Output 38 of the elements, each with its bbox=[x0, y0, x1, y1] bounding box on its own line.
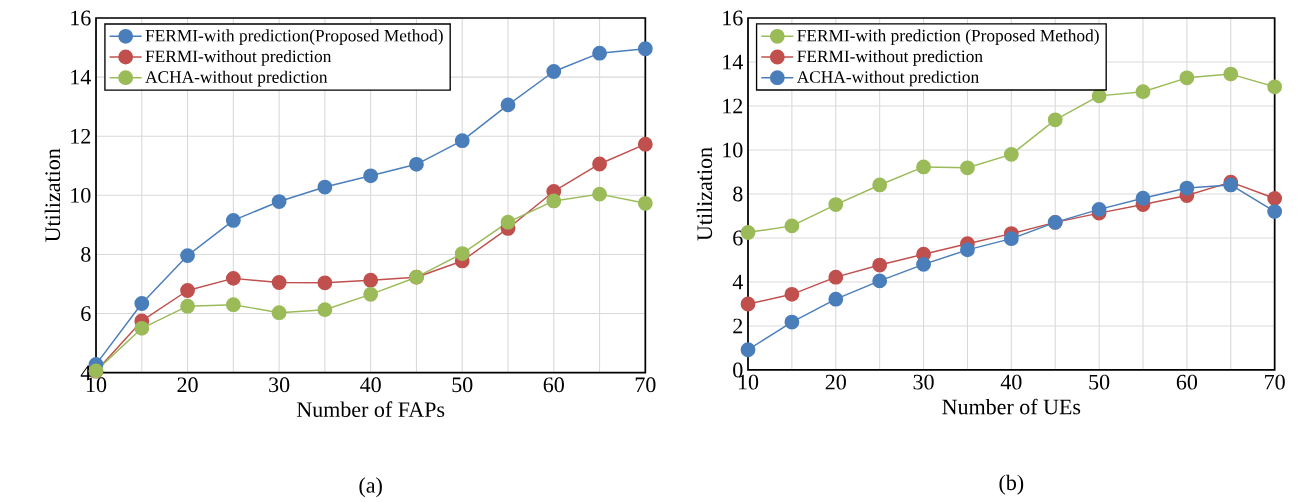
y-axis-title: Utilization bbox=[44, 148, 61, 242]
x-tick-label: 40 bbox=[1000, 374, 1022, 390]
x-tick-label: 60 bbox=[543, 377, 564, 393]
text: (a) bbox=[359, 477, 382, 498]
x-axis-title: Number of FAPs bbox=[296, 401, 445, 418]
x-tick-label: 20 bbox=[177, 377, 198, 393]
x-tick-label: 70 bbox=[635, 377, 656, 393]
y-tick-label: 12 bbox=[71, 128, 91, 144]
x-axis-title: Number of UEs bbox=[942, 398, 1081, 415]
y-tick-label: 10 bbox=[71, 187, 91, 203]
x-tick-label: 40 bbox=[360, 377, 381, 393]
x-tick-label: 60 bbox=[1176, 374, 1198, 390]
y-tick-label: 16 bbox=[723, 10, 743, 26]
legend-label: FERMI-with prediction(Proposed Method) bbox=[145, 29, 443, 46]
x-tick-label: 30 bbox=[269, 377, 290, 393]
y-tick-label: 14 bbox=[723, 54, 743, 70]
legend-label: ACHA-without prediction bbox=[145, 70, 328, 87]
y-tick-label: 6 bbox=[81, 306, 91, 321]
legend-label: ACHA-without prediction bbox=[796, 70, 979, 87]
legend-label: FERMI-with prediction (Proposed Method) bbox=[797, 29, 1099, 45]
y-tick-label: 8 bbox=[733, 186, 743, 202]
y-tick-label: 6 bbox=[733, 230, 743, 246]
x-tick-label: 50 bbox=[1089, 374, 1110, 390]
y-tick-label: 2 bbox=[733, 318, 743, 334]
x-tick-label: 70 bbox=[1265, 374, 1285, 390]
y-tick-label: 10 bbox=[723, 142, 743, 158]
text: (b) bbox=[999, 474, 1024, 495]
legend-label: FERMI-without prediction bbox=[145, 50, 332, 66]
y-tick-label: 8 bbox=[81, 247, 91, 262]
y-tick-label: 16 bbox=[71, 10, 91, 26]
y-axis-title: Utilization bbox=[696, 147, 713, 241]
y-tick-label: 12 bbox=[723, 98, 743, 114]
x-tick-label: 20 bbox=[825, 374, 846, 390]
legend-label: FERMI-without prediction bbox=[797, 49, 983, 66]
x-tick-label: 30 bbox=[913, 374, 934, 390]
x-tick-label: 50 bbox=[452, 377, 473, 393]
y-tick-label: 4 bbox=[732, 274, 743, 290]
y-tick-label: 14 bbox=[71, 69, 91, 85]
